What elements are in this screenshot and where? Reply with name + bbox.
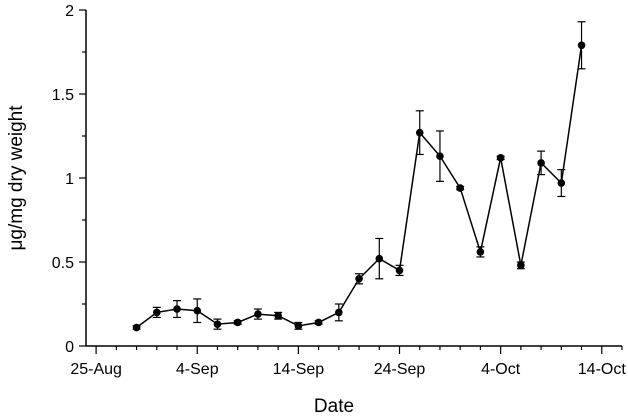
data-point — [395, 266, 404, 275]
data-point — [132, 323, 141, 332]
x-tick-label: 24-Sep — [374, 361, 426, 378]
x-tick-label: 25-Aug — [70, 361, 122, 378]
data-point — [537, 159, 545, 167]
y-tick-label: 2 — [65, 3, 74, 20]
data-point — [415, 128, 424, 137]
y-axis-title: μg/mg dry weight — [6, 105, 27, 251]
series-line — [136, 45, 583, 329]
data-point — [557, 179, 566, 187]
data-point — [456, 184, 464, 192]
data-point — [254, 310, 262, 318]
x-tick-label: 4-Oct — [481, 361, 521, 378]
data-point — [152, 308, 161, 317]
data-point — [577, 41, 586, 50]
data-point — [517, 261, 525, 270]
y-ticks: 0 0.5 1 1.5 2 — [52, 3, 86, 356]
y-tick-label: 1.5 — [52, 87, 74, 104]
data-point — [436, 152, 444, 160]
data-point — [173, 305, 181, 313]
x-tick-label: 4-Sep — [176, 361, 219, 378]
x-tick-label: 14-Sep — [273, 361, 325, 378]
data-point — [375, 254, 384, 263]
data-point — [233, 318, 242, 327]
data-point — [476, 248, 485, 256]
y-tick-label: 0 — [65, 339, 74, 356]
y-tick-label: 0.5 — [52, 255, 74, 272]
y-tick-label: 1 — [65, 171, 74, 188]
data-point — [355, 275, 363, 283]
x-axis-title: Date — [314, 396, 354, 417]
data-point — [496, 154, 505, 162]
x-ticks: 25-Aug 4-Sep 14-Sep 24-Sep 4-Oct 14-Oct — [70, 346, 626, 378]
data-point — [294, 322, 303, 330]
data-point — [314, 318, 323, 327]
plot-area: 25-Aug 4-Sep 14-Sep 24-Sep 4-Oct 14-Oct 0 0.5 1… — [52, 3, 627, 378]
x-tick-label: 14-Oct — [578, 361, 627, 378]
data-point — [193, 306, 202, 315]
data-point — [335, 308, 343, 317]
series-layer — [132, 21, 586, 332]
data-point — [213, 320, 222, 328]
data-point — [274, 311, 282, 320]
